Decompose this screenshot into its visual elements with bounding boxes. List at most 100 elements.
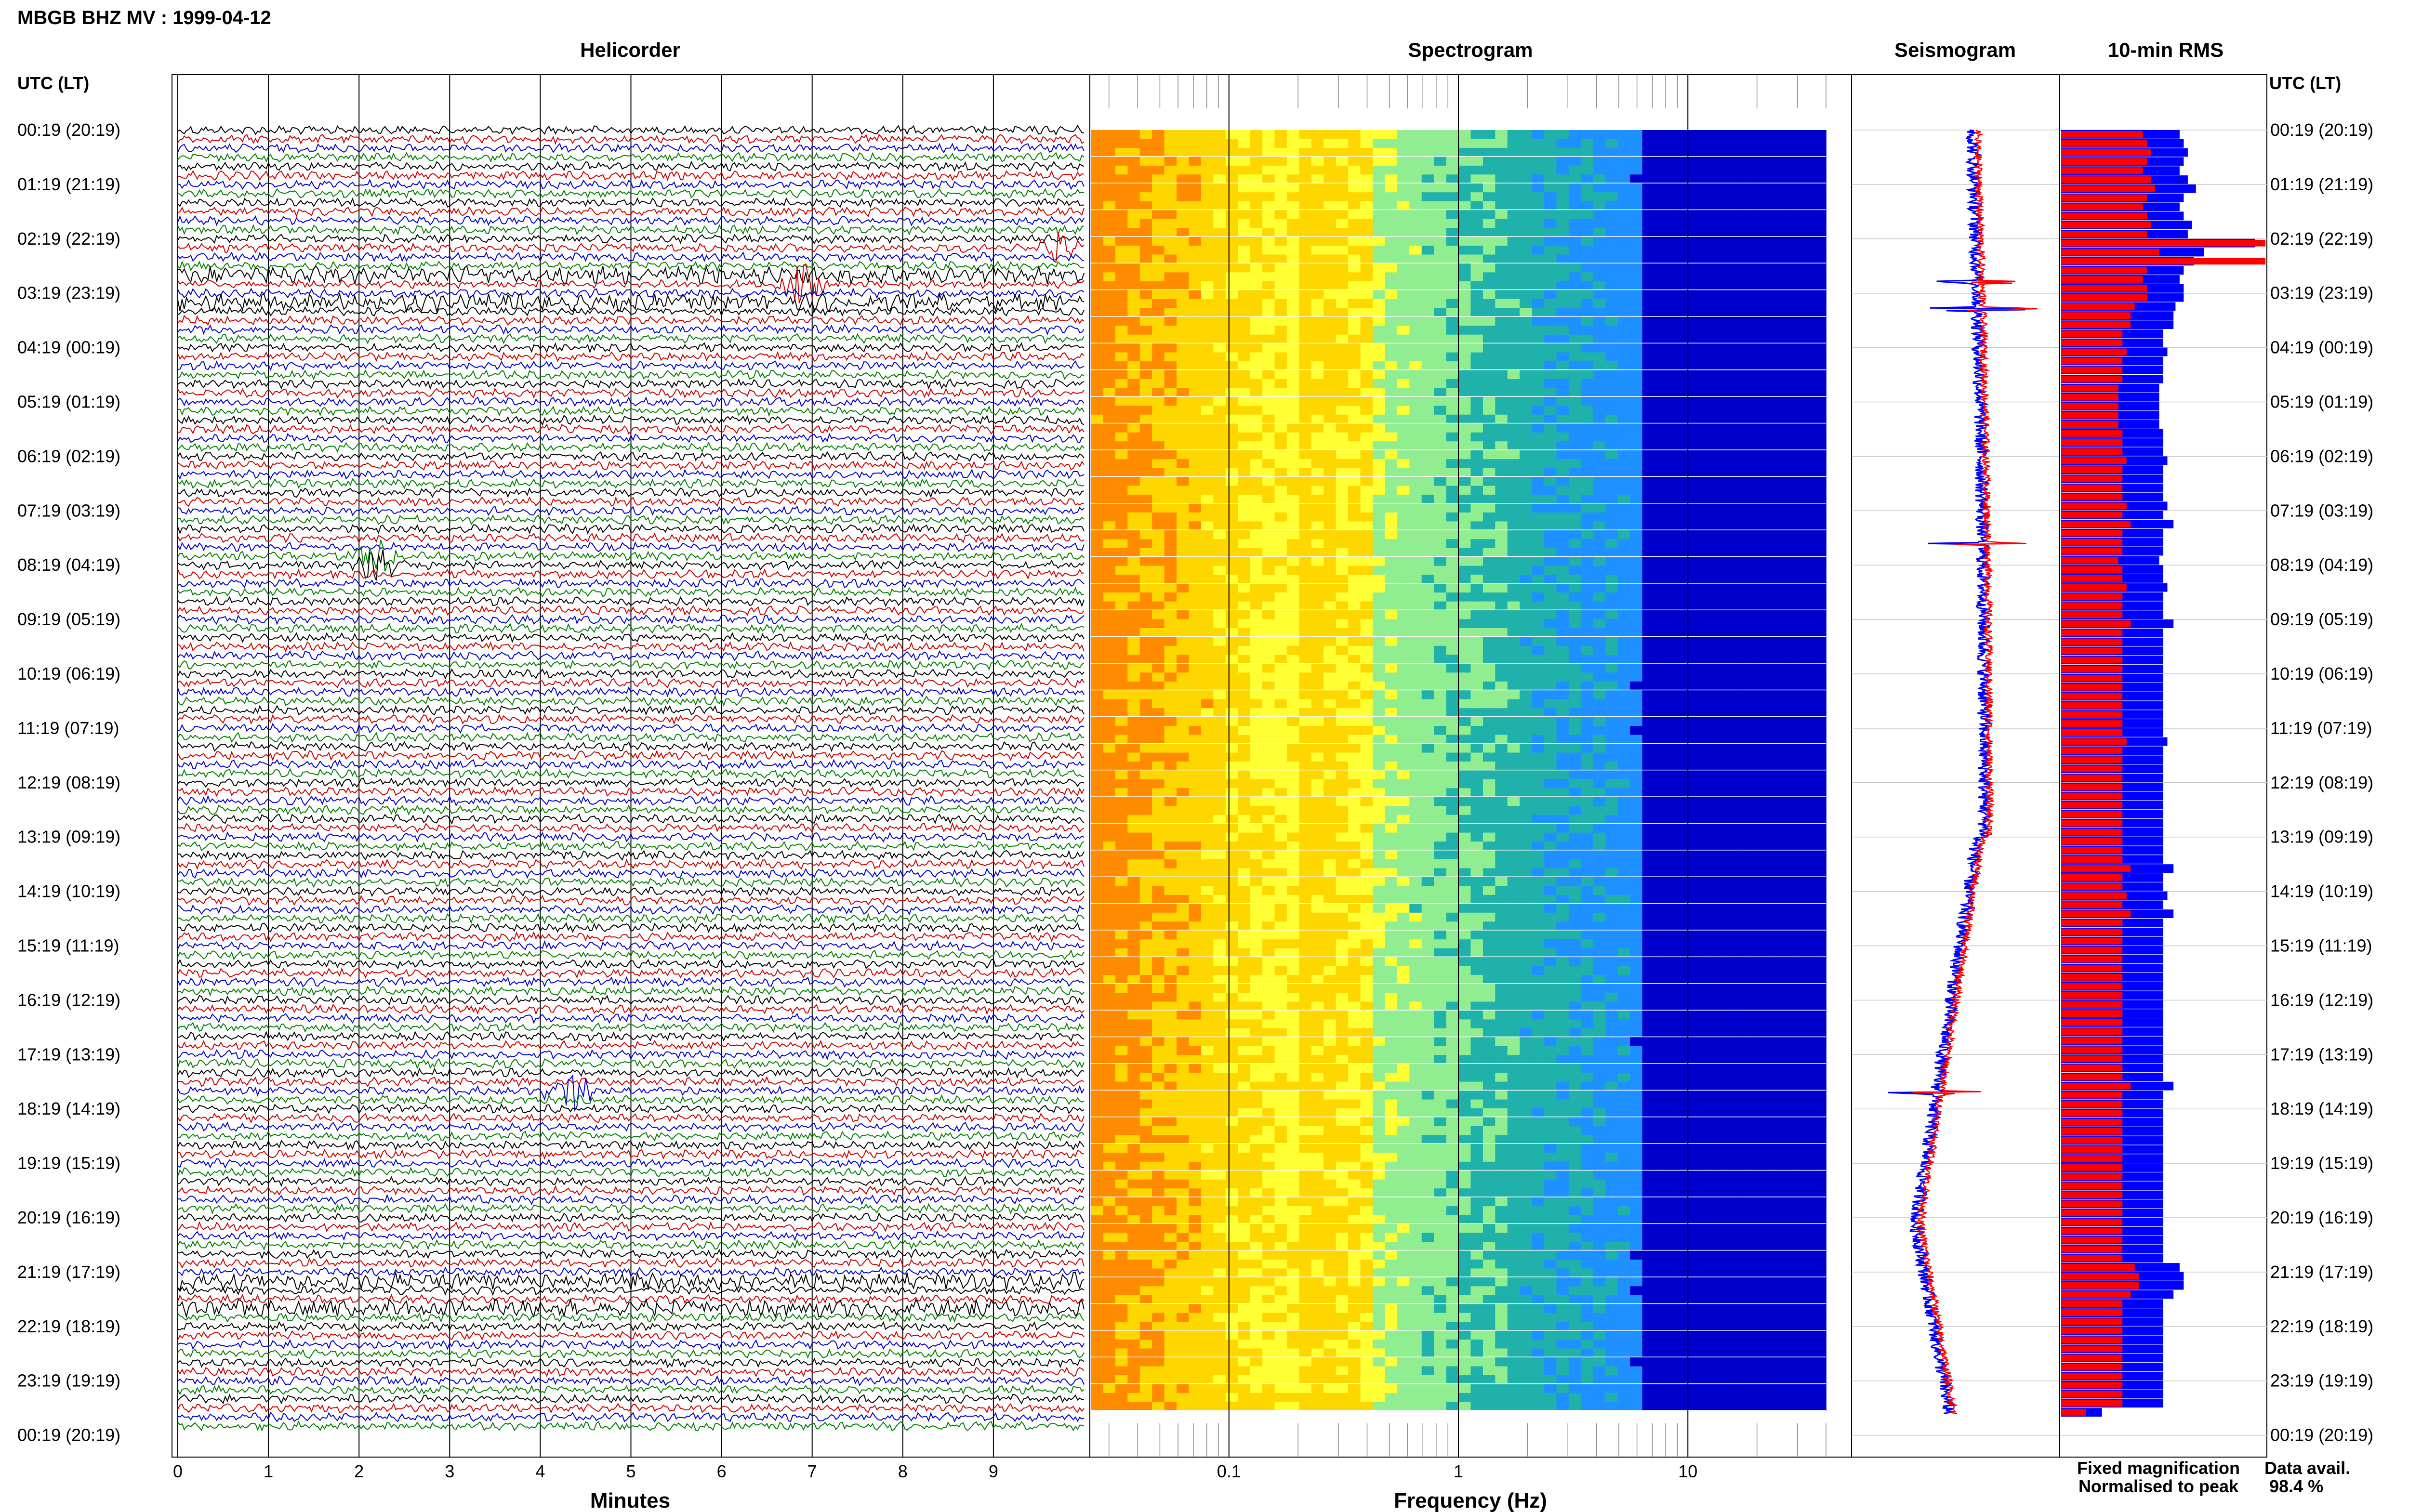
spectrogram-cell: [1691, 495, 1704, 504]
spectrogram-cell: [1421, 326, 1434, 335]
spectrogram-cell: [1409, 423, 1422, 433]
spectrogram-cell: [1482, 396, 1496, 406]
spectrogram-cell: [1642, 326, 1655, 335]
spectrogram-cell: [1789, 770, 1802, 780]
spectrogram-cell: [1691, 601, 1704, 611]
spectrogram-cell: [1482, 361, 1496, 371]
spectrogram-cell: [1152, 414, 1165, 424]
spectrogram-cell: [1201, 761, 1214, 771]
spectrogram-cell: [1716, 788, 1729, 798]
spectrogram-cell: [1752, 246, 1765, 255]
helicorder-trace: [177, 224, 1085, 236]
spectrogram-cell: [1740, 806, 1753, 815]
spectrogram-cell: [1740, 779, 1753, 789]
helicorder-trace: [177, 886, 1085, 897]
spectrogram-cell: [1225, 645, 1238, 655]
spectrogram-cell: [1434, 663, 1447, 673]
spectrogram-cell: [1385, 788, 1398, 798]
spectrogram-cell: [1495, 495, 1508, 504]
spectrogram-cell: [1642, 477, 1655, 486]
spectrogram-cell: [1556, 432, 1569, 442]
spectrogram-cell: [1532, 486, 1545, 495]
spectrogram-cell: [1581, 254, 1594, 264]
spectrogram-cell: [1764, 459, 1777, 469]
spectrogram-cell: [1703, 521, 1716, 531]
helicorder-trace: [177, 265, 1085, 285]
spectrogram-cell: [1225, 316, 1238, 326]
spectrogram-cell: [1813, 699, 1827, 709]
spectrogram-cell: [1336, 530, 1349, 539]
spectrogram-cell: [1373, 690, 1386, 700]
spectrogram-cell: [1152, 770, 1165, 780]
spectrogram-cell: [1703, 645, 1716, 655]
spectrogram-cell: [1470, 272, 1483, 282]
spectrogram-cell: [1556, 699, 1569, 709]
spectrogram-cell: [1189, 139, 1202, 148]
spectrogram-cell: [1139, 717, 1152, 726]
spectrogram-cell: [1507, 237, 1520, 246]
spectrogram-cell: [1397, 779, 1410, 789]
spectrogram-cell: [1556, 210, 1569, 220]
spectrogram-cell: [1728, 815, 1741, 824]
spectrogram-cell: [1286, 423, 1300, 433]
spectrogram-cell: [1617, 139, 1630, 148]
spectrogram-cell: [1605, 495, 1618, 504]
spectrogram-cell: [1348, 246, 1361, 255]
spectrogram-cell: [1152, 592, 1165, 602]
spectrogram-cell: [1777, 557, 1790, 566]
spectrogram-cell: [1716, 183, 1729, 193]
helicorder-trace: [177, 433, 1085, 444]
spectrogram-cell: [1446, 281, 1459, 290]
spectrogram-cell: [1801, 147, 1814, 157]
spectrogram-cell: [1189, 699, 1202, 709]
spectrogram-cell: [1716, 815, 1729, 824]
spectrogram-cell: [1164, 352, 1177, 362]
spectrogram-cell: [1127, 396, 1140, 406]
spectrogram-cell: [1164, 735, 1177, 744]
spectrogram-cell: [1421, 272, 1434, 282]
spectrogram-cell: [1201, 583, 1214, 593]
spectrogram-cell: [1470, 379, 1483, 388]
spectrogram-cell: [1409, 645, 1422, 655]
spectrogram-cell: [1458, 539, 1471, 549]
spectrogram-cell: [1177, 788, 1190, 798]
spectrogram-cell: [1421, 815, 1434, 824]
spectrogram-cell: [1397, 486, 1410, 495]
spectrogram-cell: [1152, 619, 1165, 629]
spectrogram-cell: [1642, 637, 1655, 646]
spectrogram-cell: [1507, 770, 1520, 780]
spectrogram-cell: [1286, 219, 1300, 228]
spectrogram-cell: [1225, 361, 1238, 371]
spectrogram-cell: [1103, 530, 1116, 539]
spectrogram-cell: [1458, 815, 1471, 824]
spectrogram-cell: [1446, 832, 1459, 842]
spectrogram-cell: [1434, 450, 1447, 460]
spectrogram-cell: [1642, 254, 1655, 264]
spectrogram-cell: [1752, 263, 1765, 273]
spectrogram-cell: [1434, 477, 1447, 486]
spectrogram-cell: [1520, 423, 1533, 433]
spectrogram-cell: [1274, 299, 1287, 308]
spectrogram-cell: [1789, 557, 1802, 566]
spectrogram-cell: [1397, 477, 1410, 486]
spectrogram-cell: [1458, 290, 1471, 300]
spectrogram-cell: [1201, 157, 1214, 166]
spectrogram-cell: [1299, 299, 1312, 308]
spectrogram-cell: [1470, 539, 1483, 549]
spectrogram-cell: [1385, 752, 1398, 762]
spectrogram-cell: [1446, 477, 1459, 486]
spectrogram-cell: [1593, 477, 1606, 486]
spectrogram-cell: [1544, 788, 1557, 798]
spectrogram-cell: [1164, 495, 1177, 504]
spectrogram-cell: [1495, 619, 1508, 629]
spectrogram-cell: [1789, 432, 1802, 442]
spectrogram-cell: [1752, 610, 1765, 619]
spectrogram-cell: [1115, 637, 1128, 646]
spectrogram-cell: [1373, 396, 1386, 406]
spectrogram-cell: [1091, 583, 1104, 593]
spectrogram-cell: [1360, 548, 1373, 557]
spectrogram-cell: [1103, 628, 1116, 637]
spectrogram-cell: [1801, 726, 1814, 736]
helicorder-trace: [177, 1393, 1085, 1405]
spectrogram-cell: [1274, 388, 1287, 397]
